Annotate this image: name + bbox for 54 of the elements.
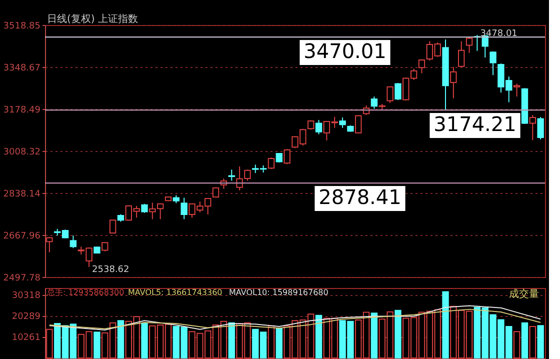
y-tick-label: 2838.14: [3, 190, 41, 200]
bar: [276, 328, 283, 358]
candlestick: [109, 219, 116, 234]
y-tick-label: 2497.78: [3, 274, 41, 284]
candlestick: [513, 83, 520, 98]
annotation: MAVOL5: 13661743360: [128, 288, 222, 297]
candlestick: [228, 169, 235, 182]
bar: [537, 325, 544, 358]
annotation: 2538.62: [92, 264, 130, 275]
candlestick: [70, 234, 77, 249]
candlestick: [458, 40, 465, 68]
y-tick-label: 3008.32: [3, 148, 40, 158]
ref-line-label: 3470.01: [304, 39, 386, 64]
ref-line-label: 3174.21: [434, 112, 516, 136]
y-tick-label: 2667.96: [3, 232, 41, 242]
bar: [442, 291, 449, 358]
y-tick-label: 10261: [12, 333, 40, 344]
bar: [394, 310, 402, 358]
candlestick: [466, 36, 473, 54]
candlestick: [307, 120, 314, 130]
y-tick-label: 20289: [12, 312, 41, 322]
annotation: 3478.01: [480, 29, 518, 40]
y-tick-label: 30318: [12, 291, 41, 302]
annotation: 成交量: [509, 288, 539, 300]
candlestick: [268, 156, 275, 170]
annotation: 总手: 12935868300: [46, 288, 124, 297]
bar: [141, 323, 148, 358]
candlestick: [276, 152, 283, 163]
candlestick: [450, 66, 457, 99]
ref-line-label: 2878.41: [318, 185, 402, 210]
bar: [521, 322, 528, 358]
candlestick: [102, 242, 108, 252]
bar: [94, 332, 100, 358]
candlestick: [386, 86, 394, 104]
candlestick: [394, 82, 402, 100]
annotation: MAVOL10: 15989167680: [229, 288, 328, 297]
candlestick: [529, 114, 536, 141]
candlestick: [537, 116, 544, 140]
bar: [228, 322, 235, 358]
bar: [117, 320, 124, 358]
candlestick: [418, 58, 426, 74]
candlestick: [370, 96, 378, 110]
candlestick: [284, 148, 290, 165]
candlestick: [315, 119, 322, 135]
y-tick-label: 3178.49: [3, 106, 41, 116]
candlestick: [490, 50, 496, 76]
candlestick: [339, 117, 346, 128]
bar: [370, 312, 378, 358]
chart-title: 日线(复权) 上证指数: [47, 13, 138, 25]
y-tick-label: 3518.85: [3, 22, 40, 32]
y-tick-label: 3348.67: [3, 64, 40, 74]
candlestick: [355, 114, 362, 134]
bar: [315, 314, 322, 358]
candlestick: [180, 197, 188, 220]
